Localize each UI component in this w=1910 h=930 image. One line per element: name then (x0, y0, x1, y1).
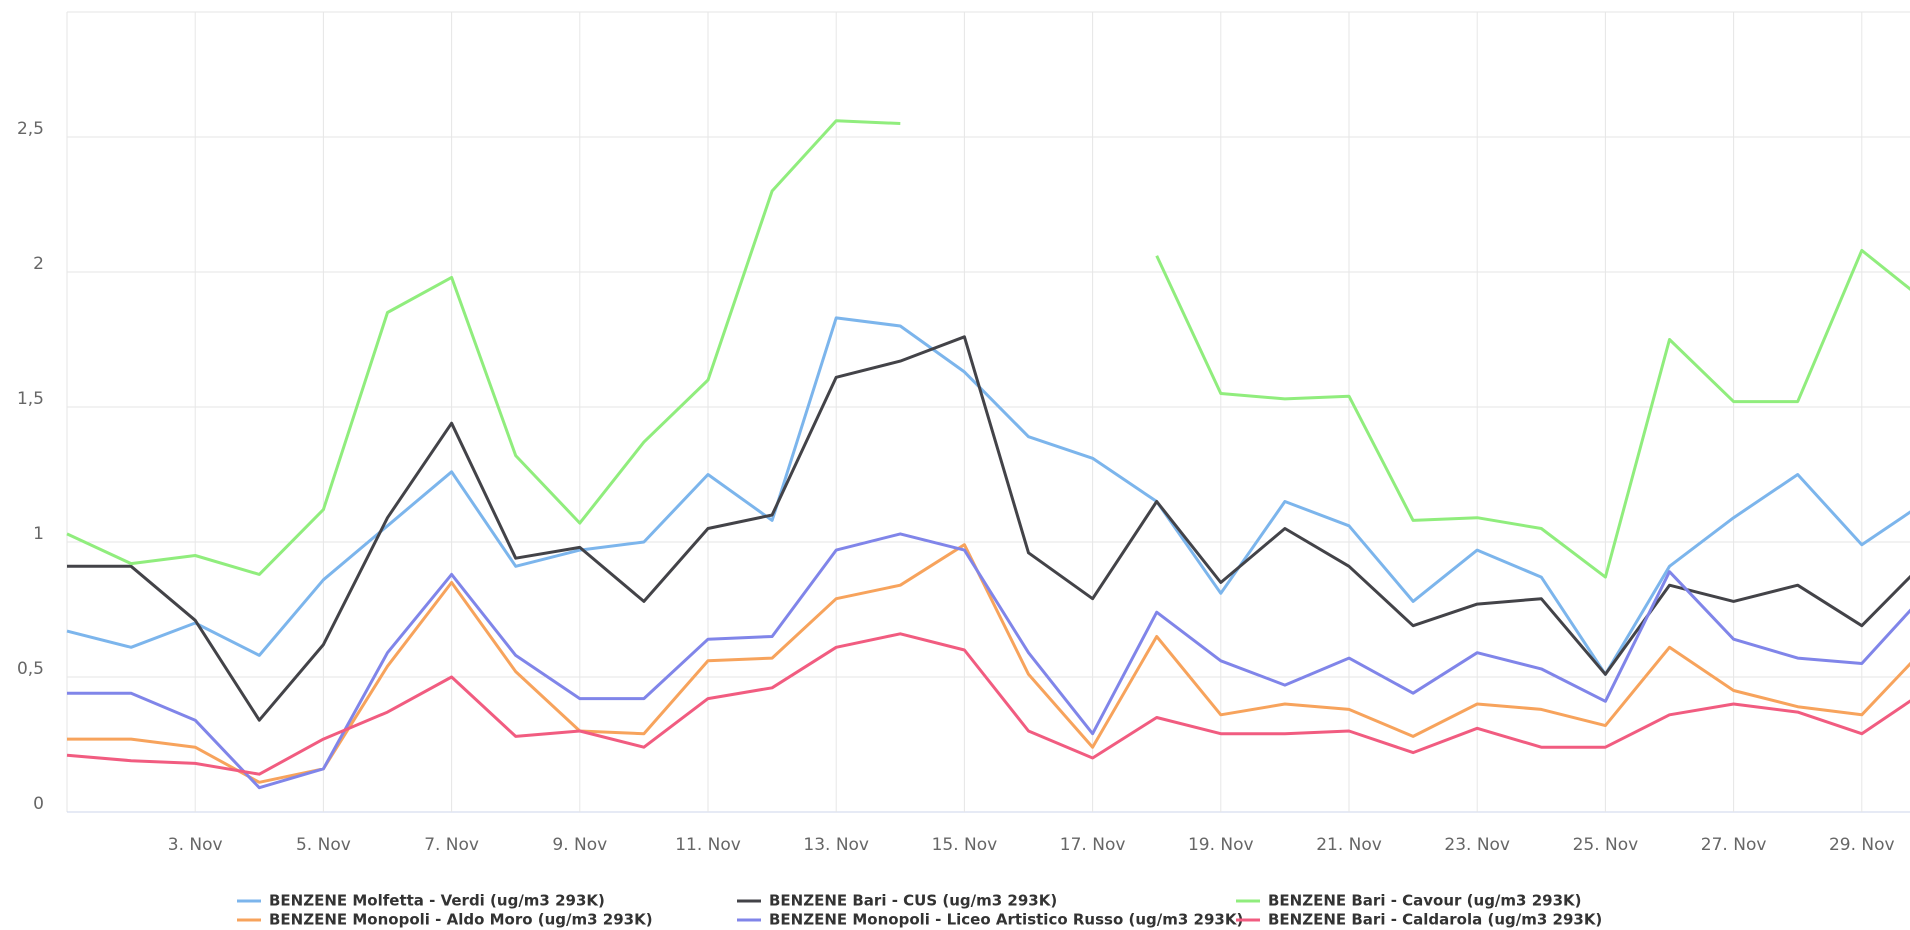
legend-item[interactable]: BENZENE Molfetta - Verdi (ug/m3 293K) (269, 892, 605, 910)
x-tick-label: 17. Nov (1060, 835, 1126, 855)
x-tick-label: 25. Nov (1573, 835, 1639, 855)
lines (66, 119, 1910, 790)
legend-item[interactable]: BENZENE Monopoli - Aldo Moro (ug/m3 293K… (269, 911, 653, 929)
x-tick-label: 21. Nov (1316, 835, 1382, 855)
y-tick-label: 1 (33, 524, 44, 544)
y-tick-label: 0 (33, 794, 44, 814)
series-line (66, 316, 1910, 676)
series-line (67, 335, 1910, 722)
x-tick-label: 5. Nov (296, 835, 351, 855)
y-tick-label: 1,5 (17, 389, 44, 409)
legend-item[interactable]: BENZENE Bari - Cavour (ug/m3 293K) (1268, 892, 1581, 910)
series-line (67, 543, 1910, 784)
labels: 0 0,5 1 1,5 2 2,5 3. Nov 5. Nov 7. Nov 9. Nov 11. … (17, 119, 1895, 855)
legend-item[interactable]: BENZENE Bari - Caldarola (ug/m3 293K) (1268, 911, 1602, 929)
legend-item[interactable]: BENZENE Monopoli - Liceo Artistico Russo… (769, 911, 1243, 929)
x-tick-label: 15. Nov (932, 835, 998, 855)
x-tick-label: 3. Nov (168, 835, 223, 855)
y-tick-label: 0,5 (17, 659, 44, 679)
x-tick-label: 13. Nov (803, 835, 869, 855)
x-tick-label: 27. Nov (1701, 835, 1767, 855)
x-tick-label: 7. Nov (424, 835, 479, 855)
x-tick-label: 29. Nov (1829, 835, 1895, 855)
legend: BENZENE Molfetta - Verdi (ug/m3 293K) BEN… (237, 892, 1602, 929)
x-tick-label: 23. Nov (1444, 835, 1510, 855)
series-line (67, 532, 1910, 790)
y-tick-label: 2 (33, 254, 44, 274)
grid (67, 12, 1910, 813)
series-line (66, 632, 1910, 776)
x-tick-label: 9. Nov (552, 835, 607, 855)
legend-item[interactable]: BENZENE Bari - CUS (ug/m3 293K) (769, 892, 1057, 910)
series-line (66, 119, 1910, 579)
x-tick-label: 11. Nov (675, 835, 741, 855)
y-tick-label: 2,5 (17, 119, 44, 139)
x-tick-label: 19. Nov (1188, 835, 1254, 855)
